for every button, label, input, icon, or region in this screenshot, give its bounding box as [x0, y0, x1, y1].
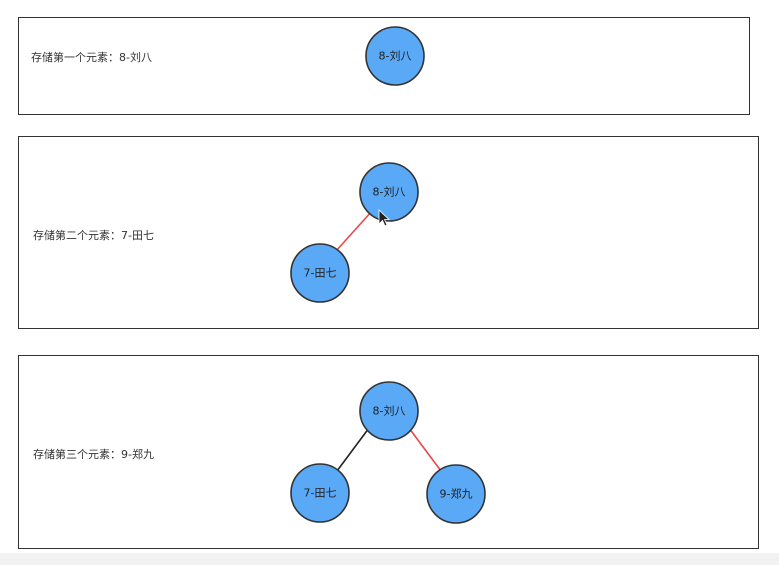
step-1-tree: 8-刘八 [365, 26, 425, 86]
node-9-zhengjiu-label: 9-郑九 [440, 487, 473, 501]
step-1-label: 存储第一个元素：8-刘八 [31, 51, 152, 64]
edge-8-to-7 [336, 427, 370, 472]
mouse-cursor-icon [378, 209, 391, 227]
step-2-panel: 存储第二个元素：7-田七 8-刘八 7-田七 [18, 136, 759, 329]
step-3-panel: 存储第三个元素：9-郑九 8-刘八 7-田七 9-郑九 [18, 355, 759, 549]
step-2-tree: 8-刘八 7-田七 [290, 162, 419, 303]
node-7-tianqi-label: 7-田七 [304, 487, 337, 500]
node-7-tianqi: 7-田七 [290, 243, 350, 303]
node-8-liuba: 8-刘八 [365, 26, 425, 86]
step-3-tree: 8-刘八 7-田七 9-郑九 [290, 381, 486, 524]
step-2-label: 存储第二个元素：7-田七 [33, 229, 154, 242]
node-8-liuba: 8-刘八 [359, 162, 419, 222]
node-9-zhengjiu: 9-郑九 [426, 464, 486, 524]
node-8-liuba: 8-刘八 [359, 381, 419, 441]
node-8-liuba-label: 8-刘八 [379, 50, 412, 63]
node-7-tianqi: 7-田七 [290, 463, 350, 523]
bottom-strip [0, 553, 779, 565]
node-8-liuba-label: 8-刘八 [373, 405, 406, 418]
step-3-label: 存储第三个元素：9-郑九 [33, 448, 154, 461]
node-7-tianqi-label: 7-田七 [304, 267, 337, 280]
edge-8-to-9 [408, 427, 442, 472]
edge-8-to-7 [335, 210, 373, 252]
node-8-liuba-label: 8-刘八 [373, 186, 406, 199]
step-1-panel: 存储第一个元素：8-刘八 8-刘八 [18, 17, 750, 115]
